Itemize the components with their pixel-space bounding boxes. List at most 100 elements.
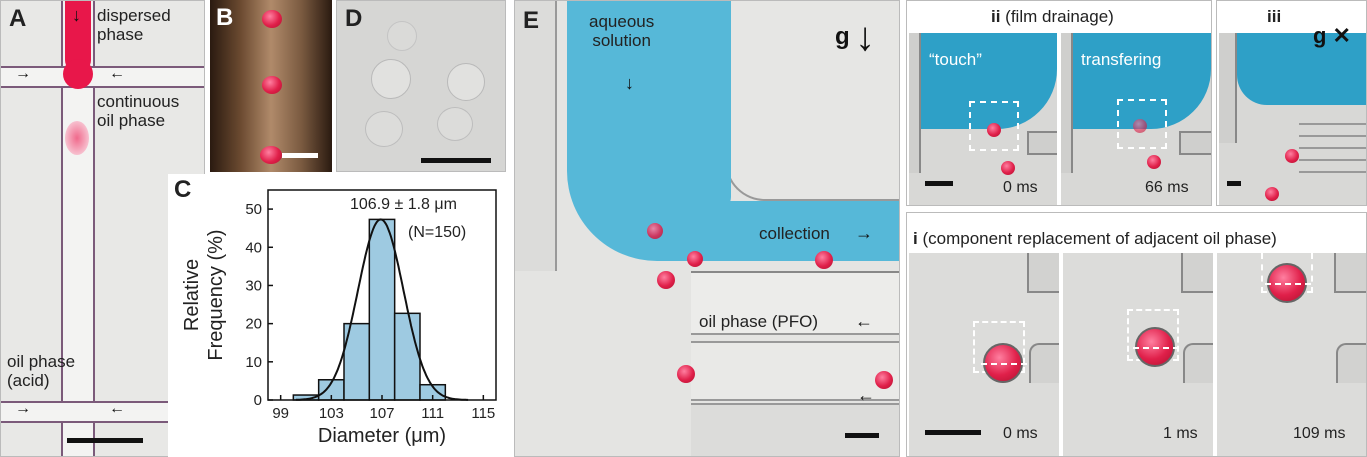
droplet [262, 10, 282, 28]
aqueous-region [919, 33, 1057, 129]
label-oil-phase-pfo: oil phase (PFO) [699, 312, 819, 331]
panel-c: C 99 103 107 111 115 0 10 20 30 40 50 Diameter (μm)… [168, 174, 508, 457]
wall [1029, 343, 1059, 383]
arrow-down-icon: ↓ [625, 73, 634, 93]
droplet [262, 76, 282, 94]
roi-box [969, 101, 1019, 151]
droplet [677, 365, 695, 383]
label-transfering: transfering [1081, 50, 1162, 69]
annotation-n: (N=150) [408, 224, 467, 241]
droplet-blur [65, 121, 89, 155]
label-dispersed-phase: dispersed phase [97, 6, 171, 44]
panel-i-roman: i [913, 229, 918, 248]
wall [1061, 33, 1073, 173]
droplet-outline [387, 21, 417, 51]
oil-channel [691, 273, 899, 335]
arrow-down-icon: ↓ [72, 5, 81, 25]
x-tick-label: 107 [369, 405, 394, 422]
label-oil-phase-acid: oil phase (acid) [7, 352, 76, 390]
panel-letter-a: A [9, 5, 27, 32]
panel-ii-roman: ii [991, 7, 1001, 26]
time-0ms: 0 ms [1003, 425, 1038, 442]
forming-droplet [63, 59, 93, 89]
wall [1183, 343, 1213, 383]
label-touch: “touch” [929, 50, 982, 69]
histogram-bar [393, 312, 421, 401]
y-tick-label: 10 [245, 354, 262, 371]
lower-channel [691, 341, 899, 401]
panel-i-header: i (component replacement of adjacent oil… [913, 229, 1277, 249]
droplet [987, 123, 1001, 137]
y-axis-label: Frequency (%) [205, 229, 227, 360]
histogram-chart: 99 103 107 111 115 0 10 20 30 40 50 Diameter (μm) Re… [181, 189, 497, 447]
arrow-right-icon: → [15, 400, 31, 417]
panel-ii-header: ii (film drainage) [991, 7, 1114, 27]
frame-1ms: 1 ms [1063, 253, 1213, 456]
label-aqueous-solution: aqueous solution [589, 12, 655, 50]
y-tick-label: 40 [245, 239, 262, 256]
bottom-cross-channel [1, 401, 204, 423]
panel-d: D [336, 0, 506, 172]
roi-box [1117, 99, 1167, 149]
wall [1336, 343, 1366, 383]
panel-i: i (component replacement of adjacent oil… [906, 212, 1367, 457]
droplet [1133, 119, 1147, 133]
time-66ms: 66 ms [1145, 179, 1189, 196]
x-axis-label: Diameter (μm) [318, 425, 446, 447]
time-1ms: 1 ms [1163, 425, 1198, 442]
gravity-off-label: g ✕ [1313, 23, 1351, 48]
aqueous-region [1071, 33, 1211, 129]
aqueous-region [1237, 33, 1366, 105]
label-continuous-oil-phase: continuous oil phase [97, 92, 180, 130]
panel-b: B [210, 0, 332, 172]
x-tick-label: 115 [471, 405, 495, 422]
wall [1027, 131, 1057, 155]
droplet-outline [437, 107, 473, 141]
panel-i-title: (component replacement of adjacent oil p… [917, 229, 1277, 248]
wall [1179, 131, 1211, 155]
gaussian-fit-curve [295, 218, 469, 401]
arrow-left-icon: ← [855, 311, 873, 331]
y-tick-label: 20 [245, 316, 262, 333]
y-axis-label: Relative [181, 259, 203, 331]
frame-transfering: transfering 66 ms [1061, 33, 1211, 205]
scale-bar [67, 438, 143, 443]
frame-109ms: 109 ms [1217, 253, 1366, 456]
panel-letter-c: C [174, 176, 192, 203]
y-tick-label: 30 [245, 277, 262, 294]
panel-e: E g ↓ aqueous solution ↓ collection → oi… [514, 0, 900, 457]
droplet [687, 251, 703, 267]
y-tick-label: 50 [245, 201, 262, 218]
droplet [657, 271, 675, 289]
droplet [815, 251, 833, 269]
droplet [1001, 161, 1015, 175]
gravity-label: g [835, 23, 850, 50]
aqueous-channel [717, 1, 731, 211]
panel-ii: ii (film drainage) “touch” 0 ms transfer… [906, 0, 1212, 206]
panel-letter-d: D [345, 5, 363, 32]
x-tick-label: 111 [421, 405, 444, 422]
scale-bar [1227, 181, 1241, 186]
panel-iii: iii g ✕ [1216, 0, 1367, 206]
top-cross-channel [1, 66, 204, 88]
scale-bar [925, 181, 953, 186]
panel-letter-b: B [216, 4, 234, 31]
droplet [647, 223, 663, 239]
panel-iii-roman: iii [1267, 7, 1282, 26]
histogram-bar [368, 218, 396, 401]
droplet-outline [447, 63, 485, 101]
oil-channel-top [691, 271, 899, 273]
annotation-value: 106.9 ± 1.8 μm [350, 196, 457, 213]
time-109ms: 109 ms [1293, 425, 1346, 442]
dashed-line [1133, 347, 1179, 349]
time-0ms: 0 ms [1003, 179, 1038, 196]
arrow-right-icon: → [855, 223, 873, 243]
panel-iii-header: iii [1267, 7, 1281, 27]
wall [1219, 33, 1237, 143]
droplet [260, 146, 282, 164]
panel-ii-title: (film drainage) [1000, 7, 1114, 26]
droplet-outline [371, 59, 411, 99]
droplet-outline [365, 111, 403, 147]
wall [1027, 253, 1059, 293]
panel-letter-e: E [523, 7, 540, 34]
